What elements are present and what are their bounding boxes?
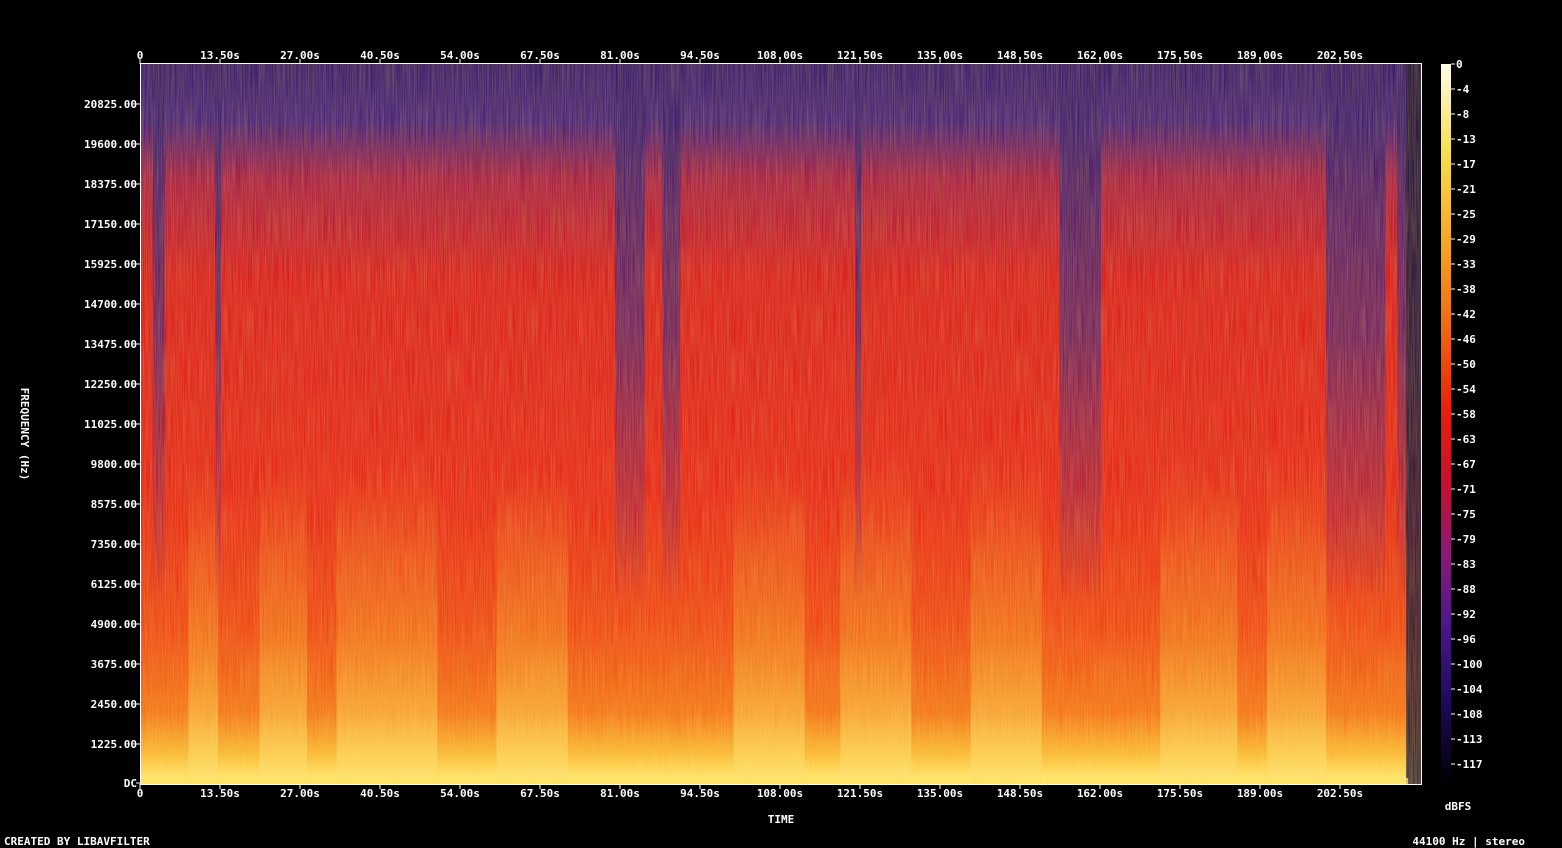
y-tick-label: 8575.00 [91, 498, 137, 511]
colorbar-tick-label: -83 [1456, 558, 1476, 571]
x-tick-label-top: 67.50s [520, 49, 560, 62]
x-tick-label-top: 189.00s [1237, 49, 1283, 62]
colorbar-label: dBFS [1445, 800, 1472, 813]
colorbar-tick-label: -46 [1456, 333, 1476, 346]
y-tick-label: 18375.00 [84, 178, 137, 191]
colorbar: 0 -4 -8 -13 -17 -21 -25 -29 -33 -38 -42 -46 -50 -54 -5… [1441, 58, 1483, 784]
colorbar-tick-label: -113 [1456, 733, 1483, 746]
colorbar-tick-label: -58 [1456, 408, 1476, 421]
colorbar-tick-label: -117 [1456, 758, 1483, 771]
y-tick-label: 9800.00 [91, 458, 137, 471]
x-tick-label-bottom: 40.50s [360, 787, 400, 800]
x-tick-label-top: 27.00s [280, 49, 320, 62]
x-axis-top: 0 13.50s 27.00s 40.50s 54.00s 67.50s 81.00s 94.… [137, 49, 1363, 64]
x-tick-label-bottom: 189.00s [1237, 787, 1283, 800]
x-tick-label-top: 40.50s [360, 49, 400, 62]
x-tick-label-bottom: 54.00s [440, 787, 480, 800]
y-tick-label: 2450.00 [91, 698, 137, 711]
x-tick-label-top: 202.50s [1317, 49, 1363, 62]
colorbar-tick-label: -67 [1456, 458, 1476, 471]
x-tick-label-bottom: 175.50s [1157, 787, 1203, 800]
y-tick-label: 15925.00 [84, 258, 137, 271]
colorbar-tick-label: -21 [1456, 183, 1476, 196]
colorbar-tick-label: -8 [1456, 108, 1469, 121]
colorbar-tick-label: -4 [1456, 83, 1470, 96]
x-axis-label: TIME [768, 813, 795, 826]
colorbar-tick-label: -33 [1456, 258, 1476, 271]
x-tick-label-bottom: 162.00s [1077, 787, 1123, 800]
y-tick-label: 12250.00 [84, 378, 137, 391]
y-tick-label: 4900.00 [91, 618, 137, 631]
x-tick-label-bottom: 135.00s [917, 787, 963, 800]
x-tick-label-bottom: 67.50s [520, 787, 560, 800]
colorbar-tick-label: -63 [1456, 433, 1476, 446]
colorbar-tick-label: -79 [1456, 533, 1476, 546]
colorbar-tick-label: -71 [1456, 483, 1476, 496]
x-tick-label-top: 135.00s [917, 49, 963, 62]
x-tick-label-top: 148.50s [997, 49, 1043, 62]
y-tick-label: 19600.00 [84, 138, 137, 151]
x-tick-label-bottom: 0 [137, 787, 144, 800]
y-tick-label: 1225.00 [91, 738, 137, 751]
x-tick-label-top: 94.50s [680, 49, 720, 62]
x-tick-label-top: 0 [137, 49, 144, 62]
colorbar-tick-label: -38 [1456, 283, 1476, 296]
x-tick-label-top: 54.00s [440, 49, 480, 62]
x-tick-label-top: 13.50s [200, 49, 240, 62]
spectrogram-texture [141, 64, 1421, 784]
colorbar-tick-label: -100 [1456, 658, 1483, 671]
colorbar-tick-label: -75 [1456, 508, 1476, 521]
x-tick-label-bottom: 121.50s [837, 787, 883, 800]
x-tick-label-bottom: 148.50s [997, 787, 1043, 800]
colorbar-tick-label: -25 [1456, 208, 1476, 221]
colorbar-tick-label: -50 [1456, 358, 1476, 371]
x-tick-label-bottom: 108.00s [757, 787, 803, 800]
colorbar-tick-label: -13 [1456, 133, 1476, 146]
spectrogram-plot [140, 63, 1422, 785]
y-tick-label: 3675.00 [91, 658, 137, 671]
colorbar-tick-label: 0 [1456, 58, 1463, 71]
x-tick-label-bottom: 81.00s [600, 787, 640, 800]
y-tick-label: 7350.00 [91, 538, 137, 551]
y-axis-label: FREQUENCY (Hz) [18, 388, 31, 481]
y-tick-label: 14700.00 [84, 298, 137, 311]
colorbar-tick-label: -104 [1456, 683, 1483, 696]
y-axis: 20825.00 19600.00 18375.00 17150.00 15925.00… [84, 98, 141, 790]
colorbar-tick-label: -92 [1456, 608, 1476, 621]
x-tick-label-bottom: 27.00s [280, 787, 320, 800]
colorbar-gradient [1441, 64, 1451, 784]
x-tick-label-top: 121.50s [837, 49, 883, 62]
x-tick-label-top: 162.00s [1077, 49, 1123, 62]
y-tick-label: 20825.00 [84, 98, 137, 111]
colorbar-tick-label: -42 [1456, 308, 1476, 321]
colorbar-tick-label: -29 [1456, 233, 1476, 246]
x-tick-label-top: 81.00s [600, 49, 640, 62]
y-tick-label: 6125.00 [91, 578, 137, 591]
x-tick-label-bottom: 13.50s [200, 787, 240, 800]
footer-credit: CREATED BY LIBAVFILTER [4, 835, 150, 848]
y-tick-label: DC [124, 777, 137, 790]
colorbar-ticks: 0 -4 -8 -13 -17 -21 -25 -29 -33 -38 -42 -46 -50 -54 -5… [1451, 58, 1483, 771]
footer-sample-info: 44100 Hz | stereo [1412, 835, 1525, 848]
x-tick-label-bottom: 202.50s [1317, 787, 1363, 800]
y-tick-label: 11025.00 [84, 418, 137, 431]
x-tick-label-top: 108.00s [757, 49, 803, 62]
y-tick-label: 13475.00 [84, 338, 137, 351]
colorbar-tick-label: -54 [1456, 383, 1476, 396]
colorbar-tick-label: -88 [1456, 583, 1476, 596]
colorbar-tick-label: -17 [1456, 158, 1476, 171]
y-tick-label: 17150.00 [84, 218, 137, 231]
x-tick-label-top: 175.50s [1157, 49, 1203, 62]
x-axis-bottom: 0 13.50s 27.00s 40.50s 54.00s 67.50s 81.00s 94.… [137, 784, 1363, 800]
colorbar-tick-label: -108 [1456, 708, 1483, 721]
x-tick-label-bottom: 94.50s [680, 787, 720, 800]
colorbar-tick-label: -96 [1456, 633, 1476, 646]
